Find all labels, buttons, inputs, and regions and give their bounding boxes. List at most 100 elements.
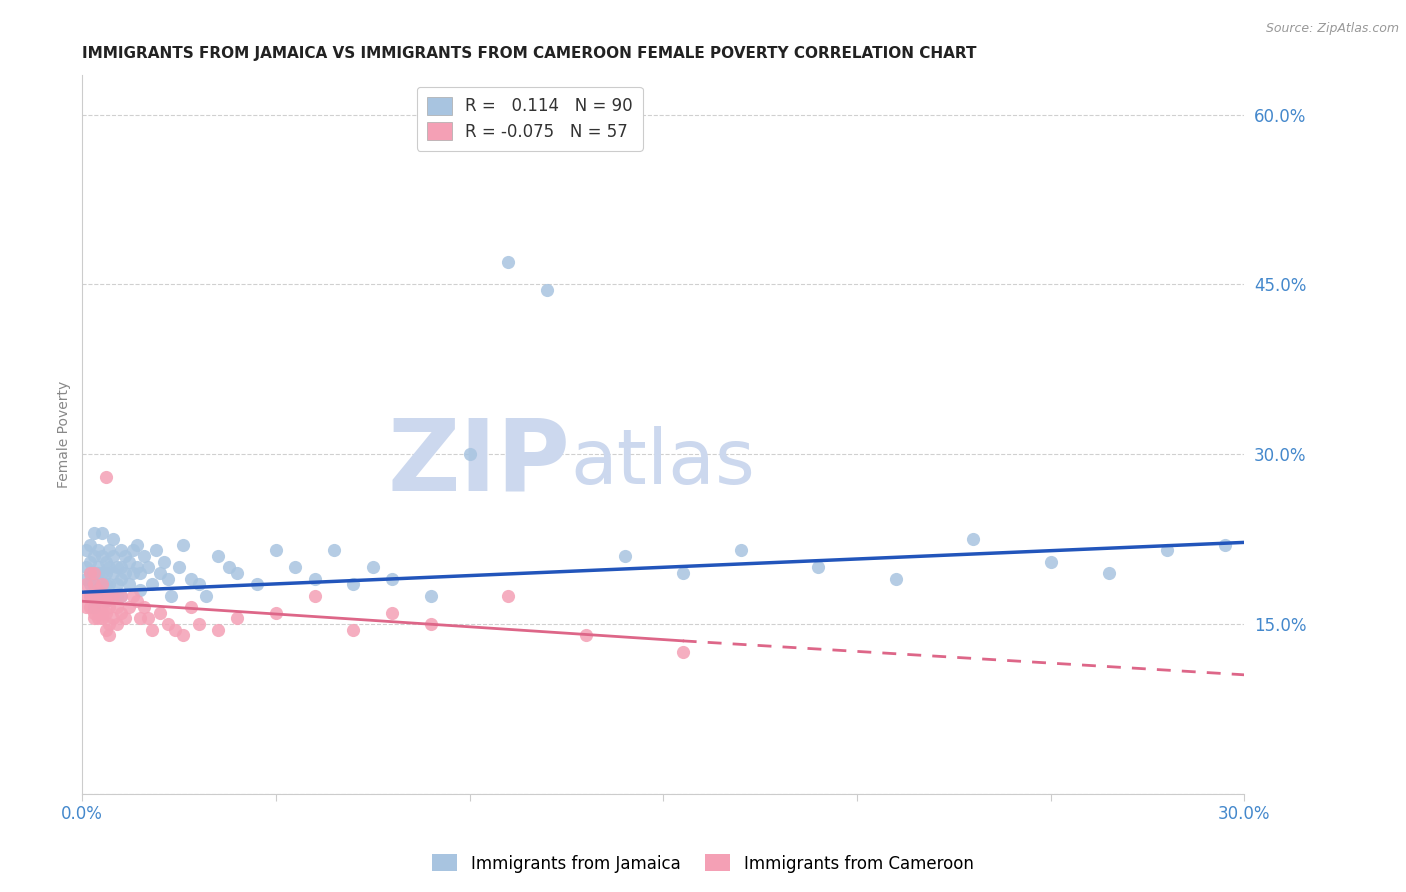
Point (90, 611, 112, 625)
Point (141, 577, 163, 591)
Point (98, 560, 121, 574)
Point (83, 599, 105, 614)
Point (94, 594, 117, 608)
Point (1156, 543, 1178, 558)
Point (94, 566, 117, 580)
Point (83, 577, 105, 591)
Point (118, 555, 141, 569)
Text: Source: ZipAtlas.com: Source: ZipAtlas.com (1265, 22, 1399, 36)
Point (121, 543, 143, 558)
Point (87, 582, 110, 597)
Point (195, 589, 218, 603)
Point (87, 611, 110, 625)
Point (105, 589, 128, 603)
Point (187, 616, 209, 631)
Point (79, 577, 101, 591)
Point (125, 560, 148, 574)
Point (498, 589, 520, 603)
Point (160, 589, 183, 603)
Point (83, 589, 105, 603)
Point (167, 560, 190, 574)
Point (79, 566, 101, 580)
Point (152, 555, 174, 569)
Point (226, 611, 249, 625)
Point (87, 543, 110, 558)
Point (807, 560, 830, 574)
Point (75, 599, 97, 614)
Point (75, 577, 97, 591)
Point (121, 589, 143, 603)
Point (129, 582, 152, 597)
Point (79, 566, 101, 580)
Point (90, 577, 112, 591)
Point (83, 549, 105, 563)
Point (284, 560, 307, 574)
Point (75, 560, 97, 574)
Point (75, 572, 97, 586)
Point (304, 572, 326, 586)
Point (98, 616, 121, 631)
Point (165, 623, 187, 637)
Point (156, 572, 179, 586)
Point (94, 469, 117, 483)
Point (323, 543, 346, 558)
Point (1098, 566, 1121, 580)
Point (105, 560, 128, 574)
Point (145, 543, 167, 558)
Point (103, 532, 125, 546)
Point (87, 599, 110, 614)
Point (87, 589, 110, 603)
Point (125, 538, 148, 552)
Point (90, 549, 112, 563)
Point (75, 543, 97, 558)
Point (575, 628, 598, 642)
Point (381, 606, 404, 620)
Point (110, 543, 132, 558)
Point (207, 623, 229, 637)
Point (83, 566, 105, 580)
Point (121, 566, 143, 580)
Point (87, 566, 110, 580)
Point (187, 577, 209, 591)
Point (419, 616, 441, 631)
Point (105, 599, 128, 614)
Point (90, 577, 112, 591)
Point (94, 555, 117, 569)
Point (98, 543, 121, 558)
Point (87, 582, 110, 597)
Point (1213, 538, 1236, 552)
Point (90, 526, 112, 541)
Point (136, 560, 159, 574)
Point (79, 599, 101, 614)
Point (304, 589, 326, 603)
Point (90, 589, 112, 603)
Point (83, 611, 105, 625)
Point (87, 594, 110, 608)
Point (149, 566, 172, 580)
Point (114, 611, 136, 625)
Point (98, 599, 121, 614)
Point (207, 549, 229, 563)
Point (180, 572, 202, 586)
Point (613, 549, 636, 563)
Text: ZIP: ZIP (388, 415, 571, 511)
Point (134, 599, 156, 614)
Point (156, 616, 179, 631)
Point (83, 566, 105, 580)
Point (149, 606, 172, 620)
Point (672, 566, 695, 580)
Point (103, 549, 125, 563)
Point (105, 616, 128, 631)
Point (498, 254, 520, 268)
Y-axis label: Female Poverty: Female Poverty (58, 381, 72, 488)
Point (114, 549, 136, 563)
Point (672, 645, 695, 659)
Point (79, 538, 101, 552)
Point (103, 566, 125, 580)
Point (129, 611, 152, 625)
Point (110, 589, 132, 603)
Point (458, 447, 481, 461)
Point (118, 577, 141, 591)
Point (264, 606, 287, 620)
Point (264, 543, 287, 558)
